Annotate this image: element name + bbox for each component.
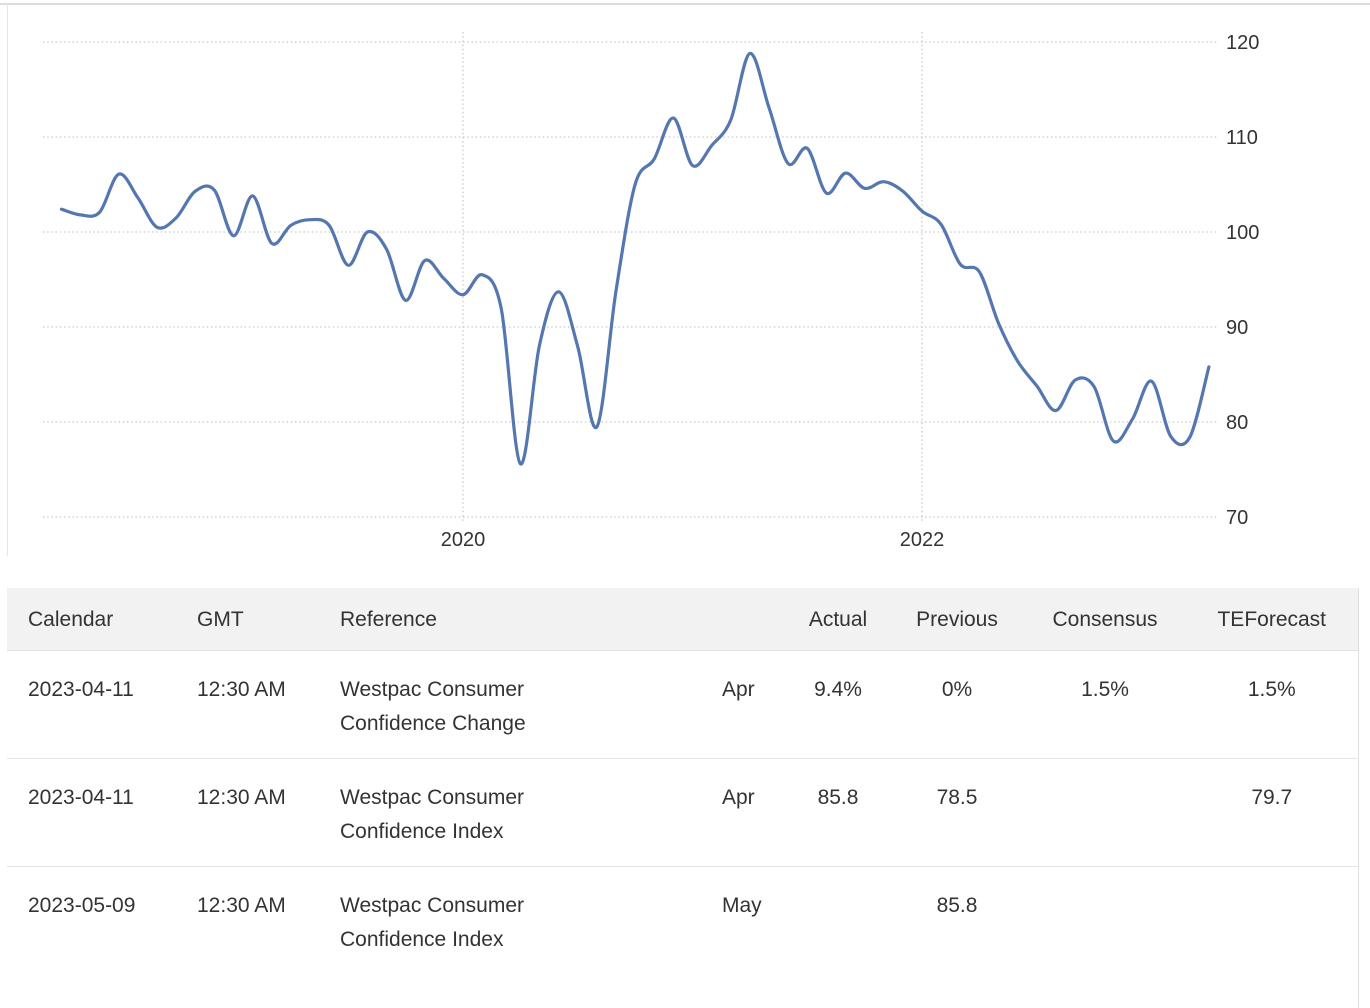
reference-cell[interactable]: Westpac Consumer Confidence Index: [319, 758, 701, 867]
gmt-time-cell: 12:30 AM: [176, 758, 319, 867]
gmt-column-header: GMT: [176, 588, 319, 651]
calendar-column-header: Calendar: [7, 588, 176, 651]
svg-text:110: 110: [1226, 127, 1258, 149]
svg-text:80: 80: [1226, 412, 1248, 434]
reference-cell[interactable]: Westpac Consumer Confidence Change: [319, 651, 701, 759]
svg-text:100: 100: [1226, 222, 1259, 244]
actual-cell: [786, 866, 890, 1008]
previous-cell: 0%: [941, 678, 973, 701]
teforecast-cell: [1186, 866, 1358, 1008]
month-column-header: [701, 588, 786, 651]
y-axis-labels: 120 110 100 90 80 70: [1226, 32, 1259, 529]
month-cell: May: [701, 866, 786, 1008]
consensus-cell: [1024, 866, 1186, 1008]
table-row[interactable]: 2023-04-11 12:30 AM Westpac Consumer Con…: [7, 758, 1358, 867]
consumer-confidence-chart[interactable]: 120 110 100 90 80 70 2020 2022: [0, 0, 1370, 560]
actual-cell: 85.8: [786, 758, 890, 867]
consensus-column-header: Consensus: [1024, 588, 1186, 651]
reference-link[interactable]: Westpac Consumer Confidence Index: [340, 894, 525, 951]
chart-gridlines: [43, 32, 1218, 522]
svg-text:2022: 2022: [900, 529, 945, 551]
reference-column-header: Reference: [319, 588, 701, 651]
previous-column-header: Previous: [890, 588, 1024, 651]
gmt-time-cell: 12:30 AM: [197, 678, 286, 701]
reference-cell[interactable]: Westpac Consumer Confidence Index: [319, 866, 701, 1008]
month-cell: Apr: [701, 758, 786, 867]
calendar-date-cell: 2023-05-09: [7, 866, 176, 1008]
table-row[interactable]: 2023-05-09 12:30 AM Westpac Consumer Con…: [7, 866, 1358, 1008]
svg-text:90: 90: [1226, 317, 1248, 339]
svg-text:120: 120: [1226, 32, 1259, 54]
economic-calendar-table: Calendar GMT Reference Actual Previous C…: [7, 588, 1359, 1008]
teforecast-cell: 79.7: [1186, 758, 1358, 867]
consumer-confidence-chart-widget: 120 110 100 90 80 70 2020 2022: [0, 0, 1370, 560]
x-axis-labels: 2020 2022: [441, 529, 945, 551]
svg-text:2020: 2020: [441, 529, 486, 551]
table-header-row: Calendar GMT Reference Actual Previous C…: [7, 588, 1358, 651]
calendar-date-cell: 2023-04-11: [28, 678, 134, 701]
table-row[interactable]: 2023-04-11 12:30 AM Westpac Consumer Con…: [7, 651, 1358, 759]
consensus-cell: 1.5%: [1081, 678, 1129, 701]
reference-link[interactable]: Westpac Consumer Confidence Change: [340, 678, 526, 735]
previous-cell: 78.5: [890, 758, 1024, 867]
calendar-date-cell: 2023-04-11: [7, 758, 176, 867]
reference-link[interactable]: Westpac Consumer Confidence Index: [340, 786, 525, 843]
previous-cell: 85.8: [890, 866, 1024, 1008]
teforecast-column-header: TEForecast: [1186, 588, 1358, 651]
svg-text:70: 70: [1226, 507, 1248, 529]
consensus-cell: [1024, 758, 1186, 867]
gmt-time-cell: 12:30 AM: [176, 866, 319, 1008]
teforecast-cell: 1.5%: [1247, 678, 1296, 701]
actual-column-header: Actual: [786, 588, 890, 651]
month-cell: Apr: [722, 678, 755, 701]
actual-cell: 9.4%: [814, 678, 862, 701]
series-line[interactable]: [59, 51, 1211, 466]
